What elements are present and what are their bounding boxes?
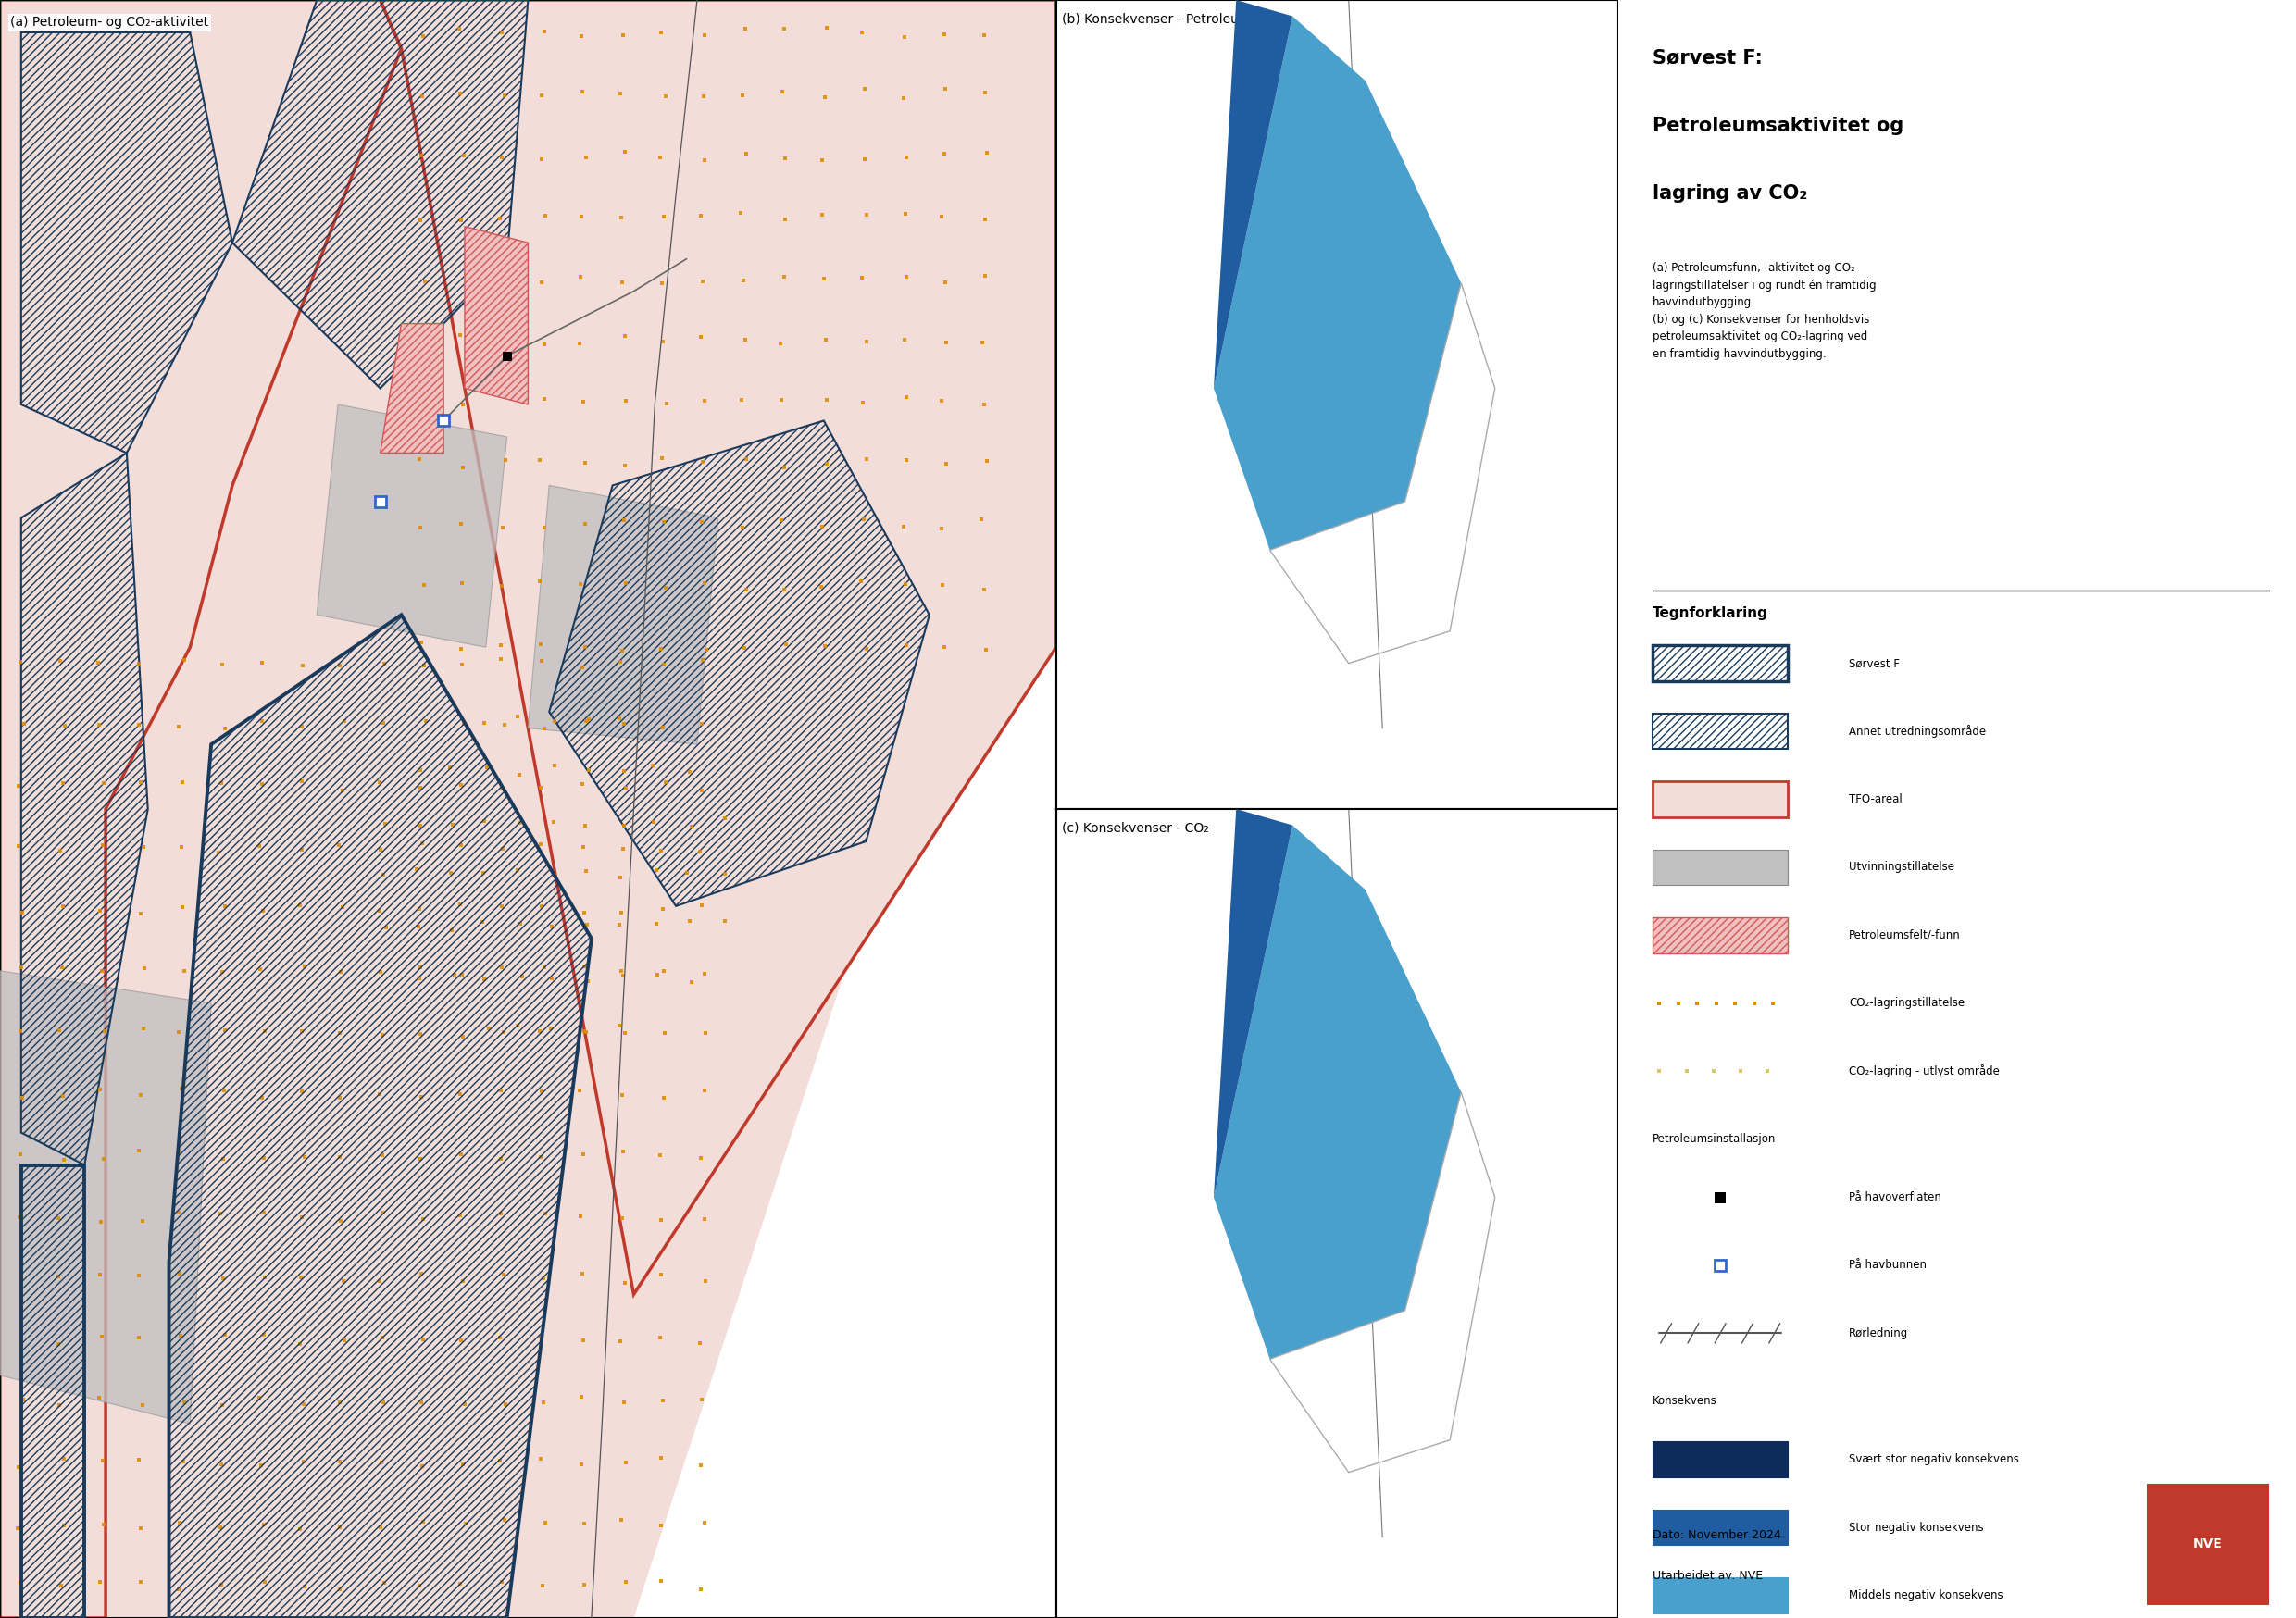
Text: (b) Konsekvenser - Petroleum: (b) Konsekvenser - Petroleum xyxy=(1061,13,1251,26)
Polygon shape xyxy=(528,485,719,744)
Bar xyxy=(1653,917,1789,953)
Text: lagring av CO₂: lagring av CO₂ xyxy=(1653,184,1807,202)
Text: NVE: NVE xyxy=(2193,1537,2223,1550)
Bar xyxy=(1653,849,1789,885)
Text: (a) Petroleum- og CO₂-aktivitet: (a) Petroleum- og CO₂-aktivitet xyxy=(11,16,209,29)
Polygon shape xyxy=(0,0,402,1618)
Text: Annet utredningsområde: Annet utredningsområde xyxy=(1848,725,1986,738)
Text: Petroleumsinstallasjon: Petroleumsinstallasjon xyxy=(1653,1133,1777,1146)
Text: CO₂-lagringstillatelse: CO₂-lagringstillatelse xyxy=(1848,997,1965,1010)
Text: Sørvest F: Sørvest F xyxy=(1848,657,1899,670)
Bar xyxy=(1653,646,1789,681)
Bar xyxy=(1653,1578,1789,1613)
Text: På havoverflaten: På havoverflaten xyxy=(1848,1191,1942,1204)
Polygon shape xyxy=(634,647,1056,1618)
Text: Petroleumsaktivitet og: Petroleumsaktivitet og xyxy=(1653,116,1903,134)
Text: Petroleumsfelt/-funn: Petroleumsfelt/-funn xyxy=(1848,929,1961,942)
Text: Utvinningstillatelse: Utvinningstillatelse xyxy=(1848,861,1954,874)
Text: Tegnforklaring: Tegnforklaring xyxy=(1653,607,1768,621)
Text: TFO-areal: TFO-areal xyxy=(1848,793,1903,806)
Text: (c) Konsekvenser - CO₂: (c) Konsekvenser - CO₂ xyxy=(1061,822,1208,835)
Bar xyxy=(2147,1484,2268,1605)
Text: CO₂-lagring - utlyst område: CO₂-lagring - utlyst område xyxy=(1848,1065,2000,1078)
Text: Konsekvens: Konsekvens xyxy=(1653,1395,1717,1408)
Polygon shape xyxy=(381,324,443,453)
Text: Rørledning: Rørledning xyxy=(1848,1327,1908,1340)
Polygon shape xyxy=(317,404,507,647)
Text: På havbunnen: På havbunnen xyxy=(1848,1259,1926,1272)
Bar xyxy=(1653,781,1789,817)
Bar xyxy=(1653,1510,1789,1545)
Polygon shape xyxy=(0,971,211,1424)
Text: Dato: November 2024: Dato: November 2024 xyxy=(1653,1529,1782,1540)
Bar xyxy=(1653,714,1789,749)
Polygon shape xyxy=(464,227,528,404)
Polygon shape xyxy=(1215,825,1460,1359)
Text: Stor negativ konsekvens: Stor negativ konsekvens xyxy=(1848,1521,1984,1534)
Polygon shape xyxy=(1215,0,1293,388)
Polygon shape xyxy=(381,0,1056,1294)
Polygon shape xyxy=(1215,809,1293,1197)
Text: (a) Petroleumsfunn, -aktivitet og CO₂-
lagringstillatelser i og rundt én framtid: (a) Petroleumsfunn, -aktivitet og CO₂- l… xyxy=(1653,262,1876,359)
Bar xyxy=(1653,1442,1789,1477)
Polygon shape xyxy=(1215,16,1460,550)
Text: Utarbeidet av: NVE: Utarbeidet av: NVE xyxy=(1653,1569,1763,1581)
Text: Svært stor negativ konsekvens: Svært stor negativ konsekvens xyxy=(1848,1453,2018,1466)
Text: Middels negativ konsekvens: Middels negativ konsekvens xyxy=(1848,1589,2002,1602)
Text: Sørvest F:: Sørvest F: xyxy=(1653,49,1763,66)
